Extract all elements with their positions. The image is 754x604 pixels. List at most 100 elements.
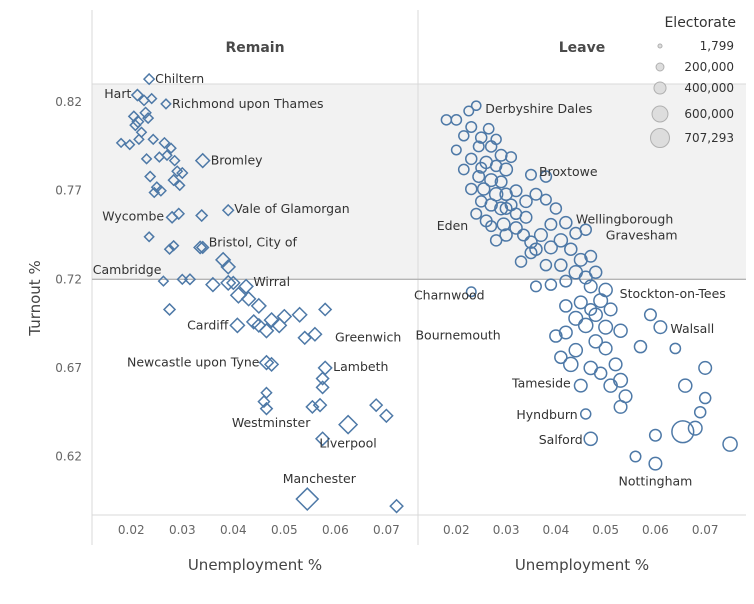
data-point-circle <box>529 187 543 201</box>
data-point-circle <box>568 310 584 326</box>
data-point-circle <box>544 278 558 291</box>
data-point-diamond <box>133 133 145 146</box>
marks-leave <box>440 100 738 471</box>
point-annotation: Westminster <box>232 415 311 430</box>
data-point-circle <box>524 235 538 249</box>
data-point-diamond <box>315 431 331 447</box>
legend-label: 400,000 <box>684 81 734 95</box>
y-tick-label: 0.67 <box>55 361 82 375</box>
data-point-circle <box>484 173 499 188</box>
data-point-diamond <box>139 106 152 120</box>
data-point-circle <box>648 428 662 442</box>
marks-remain <box>115 72 404 514</box>
x-tick-label: 0.06 <box>322 523 349 537</box>
data-point-diamond <box>172 207 186 221</box>
panel-title: Leave <box>559 40 605 56</box>
data-point-diamond <box>142 72 156 86</box>
above-reference-band <box>92 84 746 280</box>
point-annotation: Richmond upon Thames <box>172 96 324 111</box>
data-point-diamond <box>221 203 235 217</box>
data-point-circle <box>499 228 513 242</box>
data-point-circle <box>671 420 695 444</box>
data-point-circle <box>529 280 542 293</box>
data-point-circle <box>472 170 486 184</box>
data-point-circle <box>514 255 528 268</box>
point-annotation: Hyndburn <box>516 407 577 422</box>
x-tick-label: 0.03 <box>493 523 520 537</box>
data-point-circle <box>564 242 578 256</box>
data-point-diamond <box>225 275 241 291</box>
legend-size-circle <box>657 43 663 49</box>
data-point-circle <box>496 217 511 232</box>
data-point-circle <box>457 163 470 176</box>
data-point-circle <box>463 105 475 117</box>
data-point-circle <box>648 456 663 471</box>
data-point-diamond <box>240 290 257 307</box>
data-point-circle <box>476 182 491 196</box>
data-point-circle <box>472 140 485 153</box>
point-annotation: Derbyshire Dales <box>485 101 592 116</box>
data-point-diamond <box>205 276 221 293</box>
data-point-diamond <box>276 308 293 325</box>
data-point-circle <box>474 131 488 144</box>
data-point-diamond <box>315 371 330 386</box>
data-point-circle <box>593 293 609 309</box>
data-point-circle <box>544 217 558 231</box>
point-annotation: Chiltern <box>155 71 204 86</box>
data-point-diamond <box>291 306 308 323</box>
data-point-circle <box>633 339 648 354</box>
legend-label: 600,000 <box>684 107 734 121</box>
data-point-circle <box>558 325 573 340</box>
data-point-circle <box>698 360 713 375</box>
point-annotation: Cambridge <box>93 262 162 277</box>
x-tick-label: 0.05 <box>592 523 619 537</box>
data-point-diamond <box>195 240 210 255</box>
data-point-diamond <box>258 354 275 371</box>
data-point-circle <box>669 342 682 355</box>
data-point-circle <box>568 342 584 358</box>
data-point-diamond <box>148 186 161 199</box>
point-annotation: Wellingborough <box>576 212 673 227</box>
data-point-diamond <box>193 240 208 255</box>
data-point-diamond <box>250 297 267 315</box>
data-point-circle <box>693 405 707 419</box>
data-point-circle <box>470 207 483 220</box>
data-point-diamond <box>167 173 180 187</box>
point-annotation: Greenwich <box>335 329 401 344</box>
data-point-diamond <box>220 274 237 291</box>
point-annotation: Broxtowe <box>539 164 598 179</box>
data-point-diamond <box>144 170 157 183</box>
y-tick-label: 0.82 <box>55 95 82 109</box>
data-point-circle <box>554 258 568 272</box>
legend-size-circle <box>650 128 670 148</box>
data-point-circle <box>543 240 558 255</box>
data-point-diamond <box>238 278 254 295</box>
x-tick-label: 0.07 <box>692 523 719 537</box>
x-tick-label: 0.05 <box>271 523 298 537</box>
data-point-circle <box>579 223 592 236</box>
data-point-diamond <box>157 275 170 287</box>
data-point-circle <box>722 436 738 452</box>
legend-size-circle <box>655 62 665 72</box>
data-point-circle <box>629 450 642 463</box>
data-point-diamond <box>129 118 142 132</box>
data-point-circle <box>559 274 573 288</box>
data-point-circle <box>517 228 531 242</box>
data-point-circle <box>583 279 598 294</box>
data-point-circle <box>583 431 598 447</box>
data-point-circle <box>465 152 478 166</box>
data-point-diamond <box>124 138 136 151</box>
data-point-diamond <box>379 408 394 424</box>
x-tick-label: 0.04 <box>220 523 247 537</box>
point-annotation: Stockton-on-Tees <box>620 286 726 301</box>
data-point-circle <box>549 329 563 343</box>
point-annotation: Tameside <box>511 376 571 391</box>
data-point-circle <box>499 201 513 215</box>
legend-title: Electorate <box>664 15 736 31</box>
data-point-diamond <box>263 356 280 372</box>
y-axis-title: Turnout % <box>26 260 44 336</box>
data-point-diamond <box>161 149 173 162</box>
data-point-diamond <box>297 330 313 346</box>
data-point-diamond <box>167 239 180 252</box>
data-point-circle <box>505 151 518 164</box>
